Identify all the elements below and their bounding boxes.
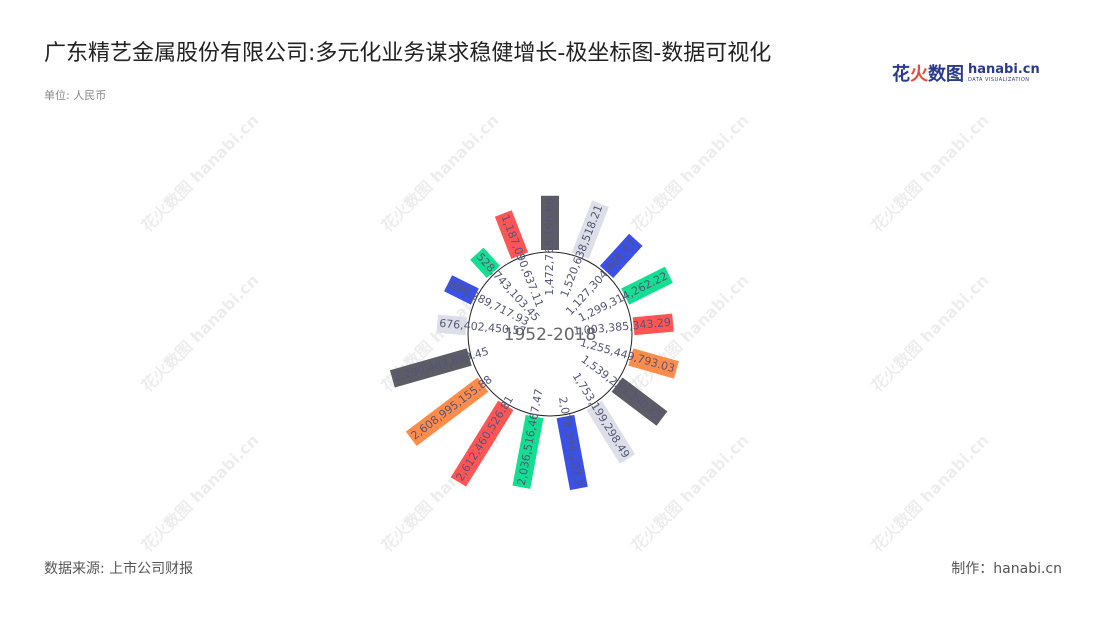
bar-group (494, 210, 529, 259)
polar-bar[interactable] (450, 400, 514, 487)
polar-bar[interactable] (470, 247, 501, 278)
polar-bar[interactable] (444, 275, 479, 305)
polar-bar[interactable] (611, 377, 668, 426)
logo-en-text: hanabi.cn DATA VISUALIZATION (968, 62, 1040, 83)
bar-group (405, 377, 489, 446)
polar-bar[interactable] (405, 377, 489, 446)
bar-group (621, 266, 673, 305)
polar-bar[interactable] (541, 195, 559, 250)
bar-group (512, 414, 544, 489)
bar-group (444, 275, 479, 305)
bar-group (450, 400, 514, 487)
bar-group (541, 195, 559, 250)
bar-group (599, 233, 643, 278)
bar-group (436, 314, 468, 336)
bar-group (611, 377, 668, 426)
polar-bar[interactable] (621, 266, 673, 305)
polar-bar[interactable] (436, 314, 468, 336)
logo-cn-text: 花火数图 (892, 64, 964, 85)
polar-bar[interactable] (556, 414, 588, 491)
center-circle (467, 251, 633, 417)
unit-label: 单位: 人民币 (44, 89, 107, 102)
data-source: 数据来源: 上市公司财报 (44, 561, 194, 577)
maker-credit: 制作：hanabi.cn (951, 561, 1062, 577)
polar-bar[interactable] (599, 233, 643, 278)
bar-group (632, 313, 674, 336)
center-label: 1952-2018 (504, 325, 597, 345)
polar-bar[interactable] (494, 210, 529, 259)
polar-bar[interactable] (586, 400, 636, 464)
polar-bar[interactable] (628, 348, 679, 379)
polar-bar[interactable] (632, 313, 674, 336)
bar-value-label: 1,472,765,190.66 (543, 198, 556, 296)
bar-group (586, 400, 636, 464)
bar-group (556, 414, 588, 491)
bar-group (628, 348, 679, 379)
polar-bar[interactable] (389, 348, 472, 388)
polar-bar[interactable] (571, 200, 609, 259)
bar-group (571, 200, 609, 259)
brand-logo: 花火数图 hanabi.cn DATA VISUALIZATION (892, 58, 1040, 88)
chart-title: 广东精艺金属股份有限公司:多元化业务谋求稳健增长-极坐标图-数据可视化 (44, 41, 772, 66)
polar-bar[interactable] (512, 414, 544, 489)
bar-group (470, 247, 501, 278)
bar-group (389, 348, 472, 388)
